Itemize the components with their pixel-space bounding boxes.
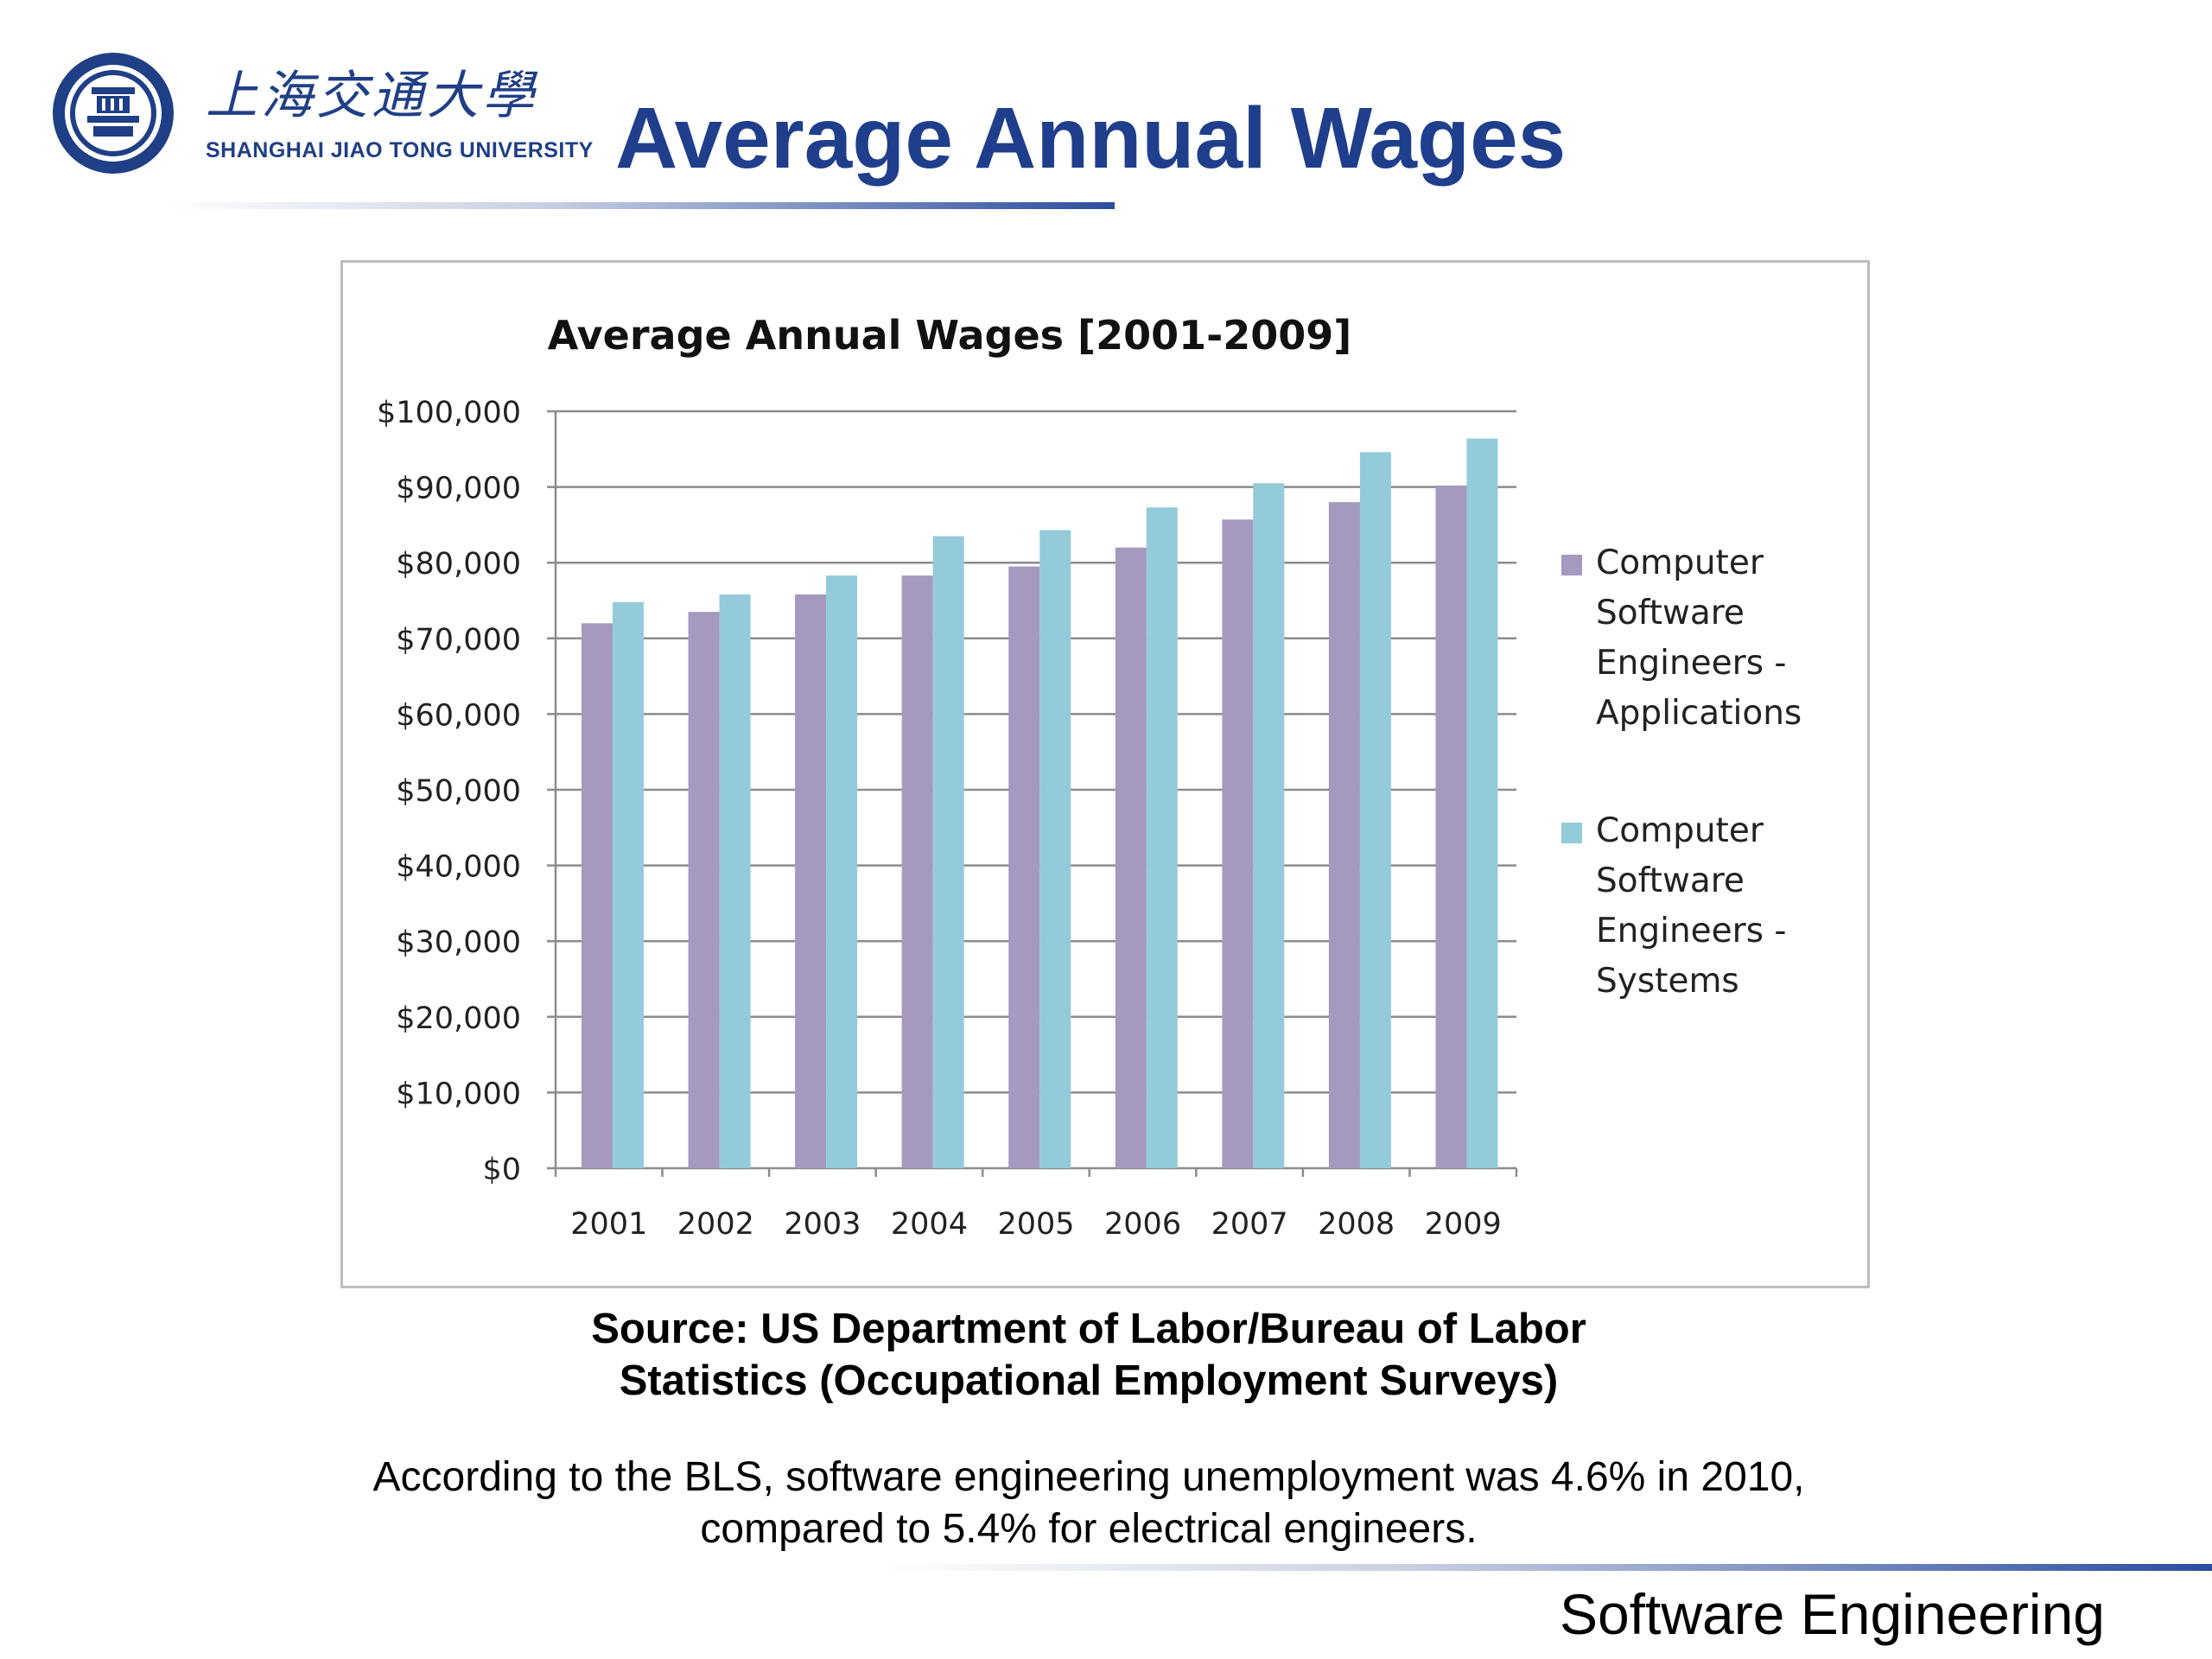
source-citation: Source: US Department of Labor/Bureau of… — [259, 1303, 1918, 1407]
x-tick-label: 2005 — [997, 1207, 1074, 1242]
bar-applications-2003 — [795, 594, 827, 1168]
bar-applications-2004 — [901, 575, 933, 1168]
x-tick-label: 2008 — [1318, 1207, 1395, 1242]
bar-systems-2005 — [1039, 530, 1071, 1168]
x-tick-label: 2004 — [891, 1207, 968, 1242]
note-line-2: compared to 5.4% for electrical engineer… — [700, 1506, 1478, 1552]
bar-applications-2008 — [1328, 502, 1360, 1168]
chart-title: Average Annual Wages [2001-2009] — [548, 312, 1352, 359]
bar-applications-2005 — [1008, 566, 1040, 1168]
university-seal-icon — [53, 53, 174, 174]
legend-label-line: Computer — [1596, 543, 1764, 582]
x-tick-label: 2002 — [677, 1207, 754, 1242]
note-line-1: According to the BLS, software engineeri… — [372, 1454, 1805, 1500]
legend-label-line: Software — [1596, 861, 1745, 900]
title-underline — [164, 202, 1115, 209]
y-tick-label: $80,000 — [396, 547, 521, 582]
bar-systems-2004 — [932, 536, 964, 1168]
bar-systems-2002 — [719, 594, 751, 1168]
footer-rule — [881, 1564, 2212, 1571]
legend-label-line: Applications — [1596, 694, 1802, 733]
x-tick-label: 2003 — [784, 1207, 861, 1242]
bar-chart: Average Annual Wages [2001-2009] $0 $10,00… — [377, 312, 1802, 1242]
y-tick-label: $20,000 — [396, 1001, 521, 1036]
y-tick-label: $40,000 — [396, 850, 521, 885]
y-tick-label: $50,000 — [396, 774, 521, 809]
y-tick-label: $70,000 — [396, 623, 521, 658]
y-tick-label: $0 — [482, 1153, 521, 1187]
x-tick-label: 2006 — [1104, 1207, 1181, 1242]
source-line-1: Source: US Department of Labor/Bureau of… — [591, 1306, 1586, 1352]
unemployment-note: According to the BLS, software engineeri… — [259, 1452, 1918, 1555]
bar-systems-2008 — [1359, 452, 1391, 1168]
x-tick-label: 2007 — [1211, 1207, 1288, 1242]
bar-systems-2007 — [1253, 483, 1285, 1168]
bar-systems-2006 — [1146, 507, 1178, 1168]
chart-frame: Average Annual Wages [2001-2009] $0 $10,00… — [340, 260, 1870, 1288]
x-tick-label: 2009 — [1425, 1207, 1502, 1242]
legend-swatch-applications — [1561, 555, 1582, 575]
bar-systems-2001 — [613, 601, 644, 1168]
legend-label-line: Systems — [1596, 962, 1739, 1001]
footer-course-name: Software Engineering — [1559, 1582, 2105, 1646]
legend-swatch-systems — [1561, 823, 1582, 843]
source-line-2: Statistics (Occupational Employment Surv… — [619, 1357, 1559, 1404]
bar-systems-2003 — [826, 575, 858, 1168]
bar-applications-2002 — [688, 612, 720, 1168]
bar-systems-2009 — [1466, 438, 1498, 1168]
university-english-name: SHANGHAI JIAO TONG UNIVERSITY — [206, 138, 594, 162]
bar-applications-2009 — [1435, 485, 1467, 1168]
legend-label-line: Software — [1596, 594, 1745, 632]
y-tick-label: $10,000 — [396, 1077, 521, 1111]
y-tick-label: $100,000 — [377, 396, 521, 430]
legend-label-line: Engineers - — [1596, 912, 1786, 950]
legend-label-line: Engineers - — [1596, 644, 1786, 683]
bar-applications-2006 — [1115, 547, 1147, 1168]
legend-label-line: Computer — [1596, 811, 1764, 850]
bar-applications-2007 — [1222, 519, 1254, 1168]
x-tick-label: 2001 — [570, 1207, 647, 1242]
y-tick-label: $30,000 — [396, 925, 521, 960]
university-chinese-name: 上海交通大學 — [206, 66, 537, 126]
slide-title: Average Annual Wages — [615, 90, 1567, 187]
y-tick-label: $60,000 — [396, 698, 521, 733]
bar-applications-2001 — [582, 623, 613, 1168]
y-tick-label: $90,000 — [396, 472, 521, 506]
